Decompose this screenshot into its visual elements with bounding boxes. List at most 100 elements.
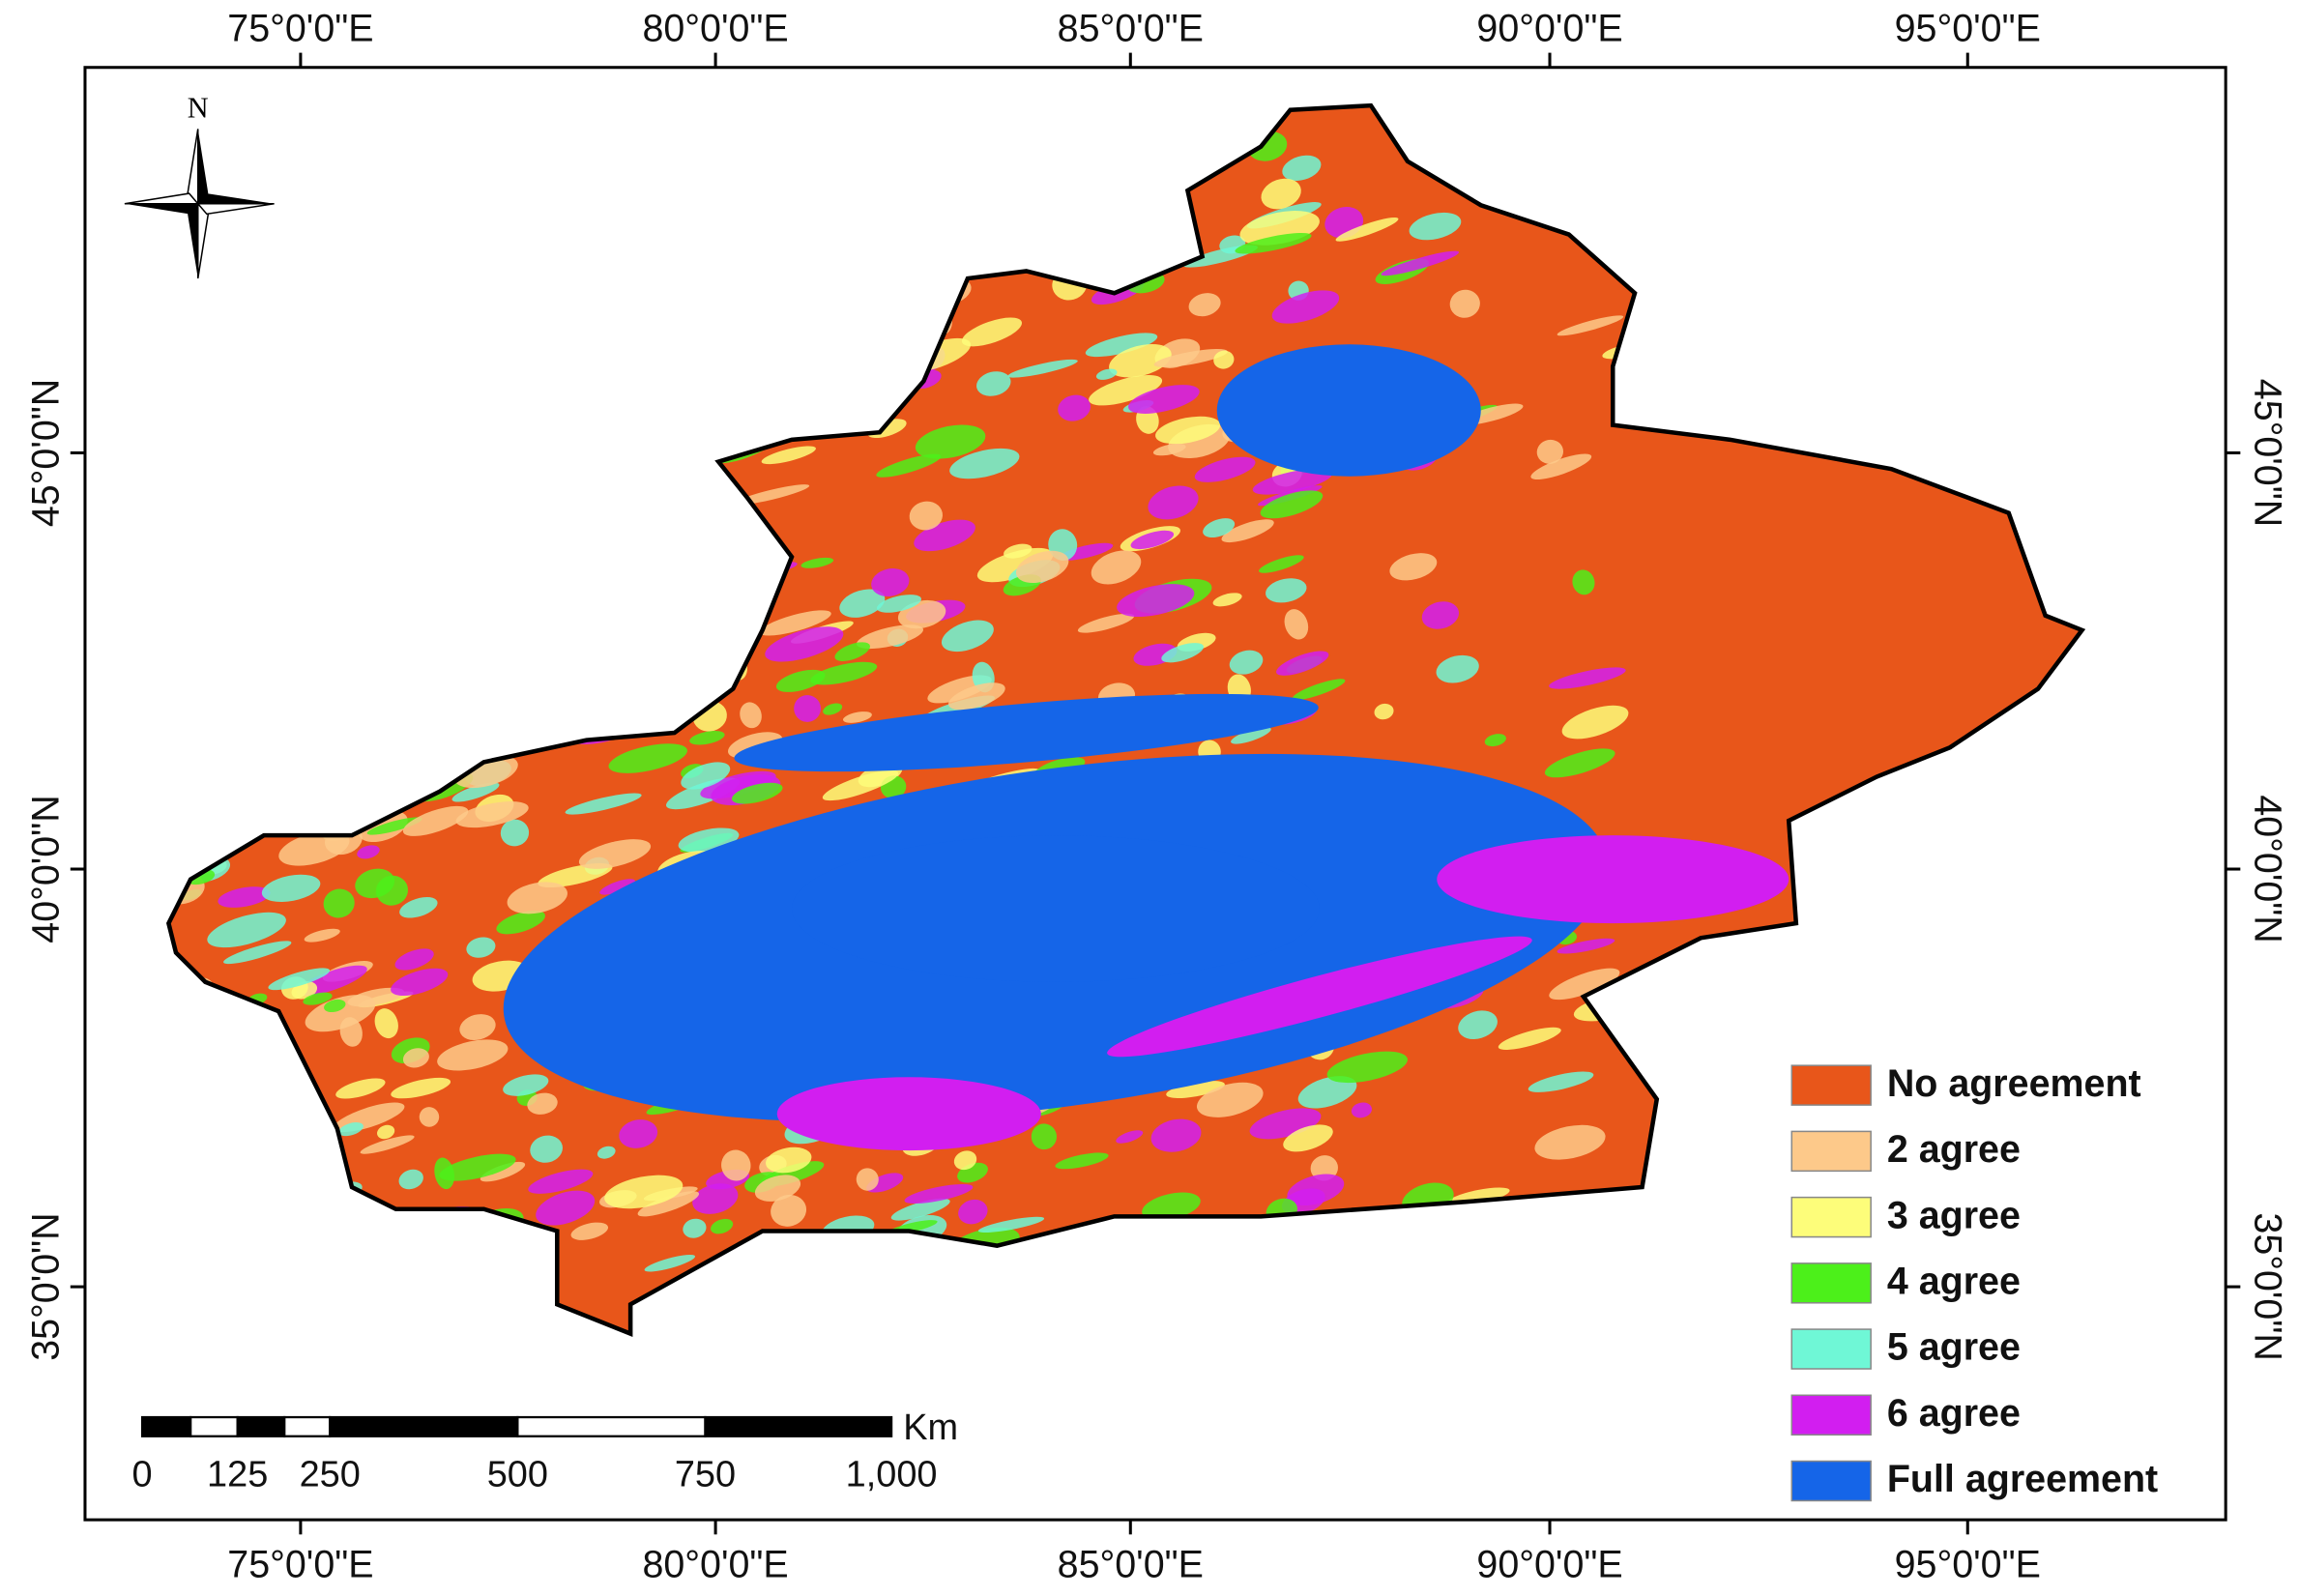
class-patch	[527, 1092, 558, 1115]
longitude-label: 90°0'0"E	[1476, 7, 1622, 49]
class-patch	[1458, 1010, 1498, 1039]
class-patch	[399, 897, 438, 918]
class-patch	[1235, 232, 1312, 254]
class-patch	[1055, 1152, 1109, 1170]
class-patch	[1260, 490, 1324, 519]
class-patch	[570, 1222, 609, 1240]
class-patch	[1107, 936, 1532, 1058]
class-patch	[1409, 212, 1462, 241]
class-patch	[776, 1077, 1041, 1151]
class-patch	[402, 1048, 429, 1068]
class-patch	[324, 999, 346, 1013]
class-patch	[1561, 705, 1629, 740]
scale-label: 125	[207, 1454, 268, 1494]
class-patch	[1572, 569, 1595, 595]
class-patch	[1077, 613, 1135, 633]
latitude-label: 35°0'0"N	[25, 1212, 68, 1360]
class-patch	[1213, 350, 1235, 369]
scale-label: 750	[675, 1454, 736, 1494]
class-patch	[391, 1077, 451, 1099]
legend: No agreement 2 agree 3 agree 4 agree 5 agree…	[1790, 1062, 2158, 1502]
class-patch	[692, 1183, 739, 1214]
class-patch	[1252, 468, 1333, 495]
longitude-label: 85°0'0"E	[1058, 1543, 1204, 1585]
legend-label: 6 agree	[1887, 1392, 2021, 1435]
class-patch	[904, 1183, 974, 1204]
class-patch	[1212, 593, 1242, 607]
class-patch	[1231, 727, 1271, 744]
class-patch	[338, 1122, 364, 1137]
class-patch	[578, 839, 652, 869]
class-patch	[1335, 217, 1399, 242]
class-patch	[1437, 835, 1790, 924]
class-patch	[1015, 550, 1069, 583]
class-patch	[1326, 1051, 1408, 1084]
class-patch	[1297, 1076, 1357, 1109]
class-patch	[915, 424, 986, 459]
class-patch	[1155, 416, 1221, 445]
region-outline	[165, 102, 2086, 1337]
latitude-label: 35°0'0"N	[2247, 1212, 2289, 1360]
class-patch	[775, 669, 826, 692]
class-patch	[1229, 650, 1264, 675]
class-patch	[1196, 1082, 1264, 1117]
class-patch	[374, 1008, 398, 1039]
class-patch	[1292, 679, 1346, 700]
class-patch	[303, 992, 333, 1005]
class-patch	[834, 642, 870, 661]
class-patch	[1276, 651, 1329, 676]
legend-swatch	[1790, 1394, 1872, 1436]
class-patch	[1557, 938, 1615, 954]
class-patch	[1128, 385, 1200, 414]
class-patch	[761, 446, 816, 465]
class-patch	[1283, 1124, 1333, 1152]
class-patch	[355, 868, 395, 899]
scale-label: 500	[487, 1454, 548, 1494]
class-patch	[1004, 543, 1033, 559]
class-patch	[619, 1119, 658, 1148]
class-patch	[1194, 456, 1256, 482]
scale-label: 250	[300, 1454, 361, 1494]
latitude-label: 45°0'0"N	[25, 379, 68, 527]
class-patch	[1166, 1081, 1225, 1099]
class-patch	[1271, 290, 1340, 324]
class-patch	[1142, 1192, 1201, 1221]
class-patch	[839, 589, 886, 618]
longitude-label: 95°0'0"E	[1895, 7, 2041, 49]
class-patch	[402, 805, 469, 836]
class-patch	[565, 793, 642, 815]
class-patch	[419, 1107, 440, 1127]
longitude-label: 80°0'0"E	[642, 1543, 788, 1585]
legend-label: Full agreement	[1887, 1458, 2158, 1500]
class-patch	[800, 557, 834, 568]
class-patch	[890, 1198, 950, 1221]
scale-unit: Km	[903, 1407, 958, 1448]
class-patch	[1216, 344, 1481, 477]
class-patch	[1544, 748, 1615, 778]
class-patch	[604, 1175, 684, 1209]
class-patch	[1091, 550, 1142, 585]
class-patch	[1266, 578, 1307, 603]
class-patch	[644, 1254, 695, 1272]
class-patch	[1031, 1123, 1058, 1150]
class-patch	[953, 1150, 977, 1171]
class-patch	[1536, 439, 1564, 464]
class-patch	[455, 801, 529, 828]
class-patch	[528, 1169, 594, 1194]
class-patch	[1109, 343, 1172, 378]
class-patch	[1351, 1102, 1372, 1118]
class-patch	[377, 1124, 395, 1140]
class-patch	[1389, 553, 1438, 581]
class-patch	[754, 1175, 801, 1202]
class-patch	[360, 1135, 415, 1154]
legend-swatch	[1790, 1130, 1872, 1173]
class-patch	[394, 948, 434, 971]
scale-segment	[189, 1415, 239, 1437]
class-patch	[1549, 968, 1620, 1001]
longitude-label: 75°0'0"E	[227, 7, 373, 49]
legend-label: 2 agree	[1887, 1128, 2021, 1171]
class-patch	[1534, 1124, 1606, 1160]
class-patch	[278, 830, 350, 866]
class-patch	[207, 912, 286, 948]
